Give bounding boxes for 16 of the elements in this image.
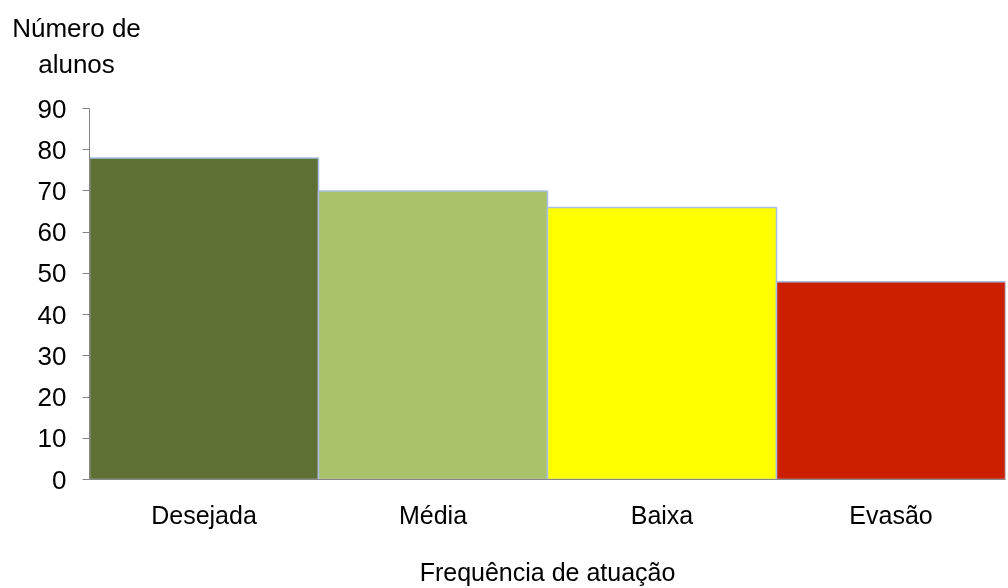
y-tick-label: 30: [37, 340, 67, 371]
y-tick-label: 90: [37, 93, 67, 124]
y-tick-label: 50: [37, 258, 67, 289]
y-axis-title: Número de alunos: [12, 12, 141, 79]
y-tick-label: 20: [37, 382, 67, 413]
x-tick-label: Evasão: [849, 500, 933, 529]
y-tick-label: 40: [37, 299, 67, 330]
y-tick-label: 10: [37, 423, 67, 454]
y-tick-label: 0: [52, 464, 67, 495]
x-axis-title: Frequência de atuação: [419, 557, 676, 586]
y-tick-label: 70: [37, 175, 67, 206]
y-tick-label: 60: [37, 217, 67, 248]
x-tick-label: Desejada: [151, 500, 257, 529]
x-tick-label: Baixa: [630, 500, 694, 529]
y-tick-label: 80: [37, 134, 67, 165]
x-tick-label: Média: [398, 500, 468, 529]
